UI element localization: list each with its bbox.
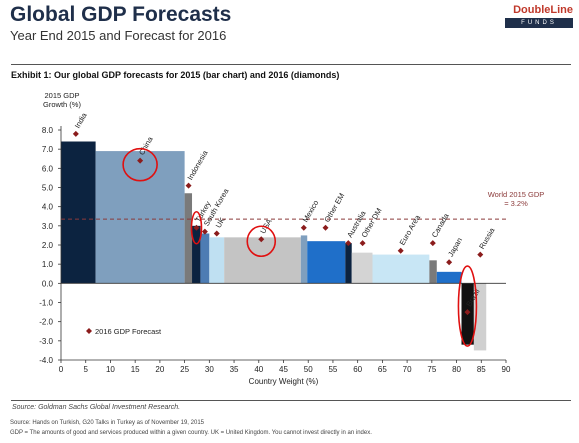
forecast-diamond-australia: [345, 240, 352, 247]
country-label: Mexico: [301, 199, 321, 224]
bar-australia: [345, 243, 352, 284]
country-label: Russia: [477, 226, 497, 251]
bar-other-dm: [351, 252, 373, 284]
forecast-diamond-india: [72, 130, 79, 137]
y-tick-label: 7.0: [42, 145, 54, 154]
x-tick-label: 0: [59, 365, 64, 374]
bar-japan: [436, 271, 462, 284]
x-tick-label: 65: [378, 365, 387, 374]
y-tick-label: 5.0: [42, 184, 54, 193]
forecast-diamond-brazil: [464, 309, 471, 316]
logo-name: DoubleLine: [513, 4, 573, 16]
y-tick-label: 2.0: [42, 241, 54, 250]
forecast-diamond-china: [137, 157, 144, 164]
bar-uk: [209, 237, 225, 284]
country-label: Indonesia: [186, 148, 210, 181]
chart-source: Source: Goldman Sachs Global Investment …: [12, 404, 181, 411]
bar-canada: [429, 260, 437, 284]
y-tick-label: 3.0: [42, 222, 54, 231]
y-tick-label: -1.0: [39, 299, 53, 308]
country-label: Japan: [446, 236, 464, 258]
x-tick-label: 70: [403, 365, 412, 374]
y-tick-label: 0.0: [42, 279, 54, 288]
bar-other-em: [307, 241, 346, 284]
x-tick-label: 90: [502, 365, 511, 374]
y-tick-label: 4.0: [42, 203, 54, 212]
forecast-diamond-russia: [477, 251, 484, 258]
country-label: Canada: [430, 211, 451, 239]
exhibit-title: Exhibit 1: Our global GDP forecasts for …: [11, 70, 340, 80]
x-axis-title: Country Weight (%): [249, 377, 319, 386]
bar-mexico: [300, 235, 308, 284]
y-axis-title: 2015 GDP: [44, 91, 79, 100]
highlight-circle-usa: [246, 225, 277, 258]
footnote-source: Source: Hands on Turkish, G20 Talks in T…: [10, 420, 204, 426]
forecast-diamond-canada: [429, 240, 436, 247]
y-tick-label: -3.0: [39, 337, 53, 346]
forecast-diamond-indonesia: [185, 182, 192, 189]
y-axis-title: Growth (%): [43, 100, 81, 109]
page-title: Global GDP Forecasts: [10, 3, 232, 26]
bar-euro-area: [372, 254, 430, 284]
y-tick-label: 6.0: [42, 164, 54, 173]
bottom-divider: [11, 400, 571, 401]
forecast-diamond-turkey: [193, 224, 200, 231]
y-tick-label: 8.0: [42, 126, 54, 135]
x-tick-label: 60: [353, 365, 362, 374]
bar-indonesia: [184, 193, 193, 284]
x-tick-label: 25: [180, 365, 189, 374]
y-tick-label: 1.0: [42, 260, 54, 269]
country-label: India: [73, 111, 89, 130]
world-gdp-label: = 3.2%: [504, 199, 528, 208]
bar-usa: [224, 237, 301, 284]
logo-subtext: FUNDS: [505, 18, 573, 28]
highlight-circle-turkey: [190, 210, 203, 245]
bar-south-korea: [200, 233, 210, 284]
y-tick-label: -4.0: [39, 356, 53, 365]
brand-logo: DoubleLine FUNDS: [505, 4, 573, 34]
x-tick-label: 20: [155, 365, 164, 374]
x-tick-label: 75: [427, 365, 436, 374]
forecast-diamond-usa: [258, 236, 265, 243]
country-label: UK: [214, 216, 227, 230]
forecast-diamond-south-korea: [201, 228, 208, 235]
highlight-circle-china: [122, 147, 158, 182]
legend-diamond: [86, 328, 92, 334]
forecast-diamond-uk: [213, 230, 220, 237]
x-tick-label: 80: [452, 365, 461, 374]
x-tick-label: 50: [304, 365, 313, 374]
highlight-circle-brazil: [457, 265, 478, 347]
forecast-diamond-other-em: [322, 224, 329, 231]
x-tick-label: 5: [83, 365, 88, 374]
page-subtitle: Year End 2015 and Forecast for 2016: [10, 28, 227, 43]
country-label: Euro Area: [398, 213, 423, 247]
bar-china: [95, 151, 185, 284]
x-tick-label: 35: [230, 365, 239, 374]
forecast-diamond-euro-area: [397, 247, 404, 254]
world-gdp-label: World 2015 GDP: [488, 190, 545, 199]
x-tick-label: 15: [131, 365, 140, 374]
forecast-diamond-japan: [446, 259, 453, 266]
forecast-diamond-mexico: [300, 224, 307, 231]
x-tick-label: 40: [254, 365, 263, 374]
bar-india: [61, 141, 96, 284]
x-tick-label: 30: [205, 365, 214, 374]
forecast-diamond-other-dm: [359, 240, 366, 247]
legend-label: 2016 GDP Forecast: [95, 327, 162, 336]
top-divider: [11, 64, 571, 65]
y-tick-label: -2.0: [39, 318, 53, 327]
x-tick-label: 55: [328, 365, 337, 374]
footnote-definition: GDP = The amounts of good and services p…: [10, 430, 372, 436]
x-tick-label: 45: [279, 365, 288, 374]
x-tick-label: 85: [477, 365, 486, 374]
x-tick-label: 10: [106, 365, 115, 374]
bar-turkey: [192, 225, 201, 284]
